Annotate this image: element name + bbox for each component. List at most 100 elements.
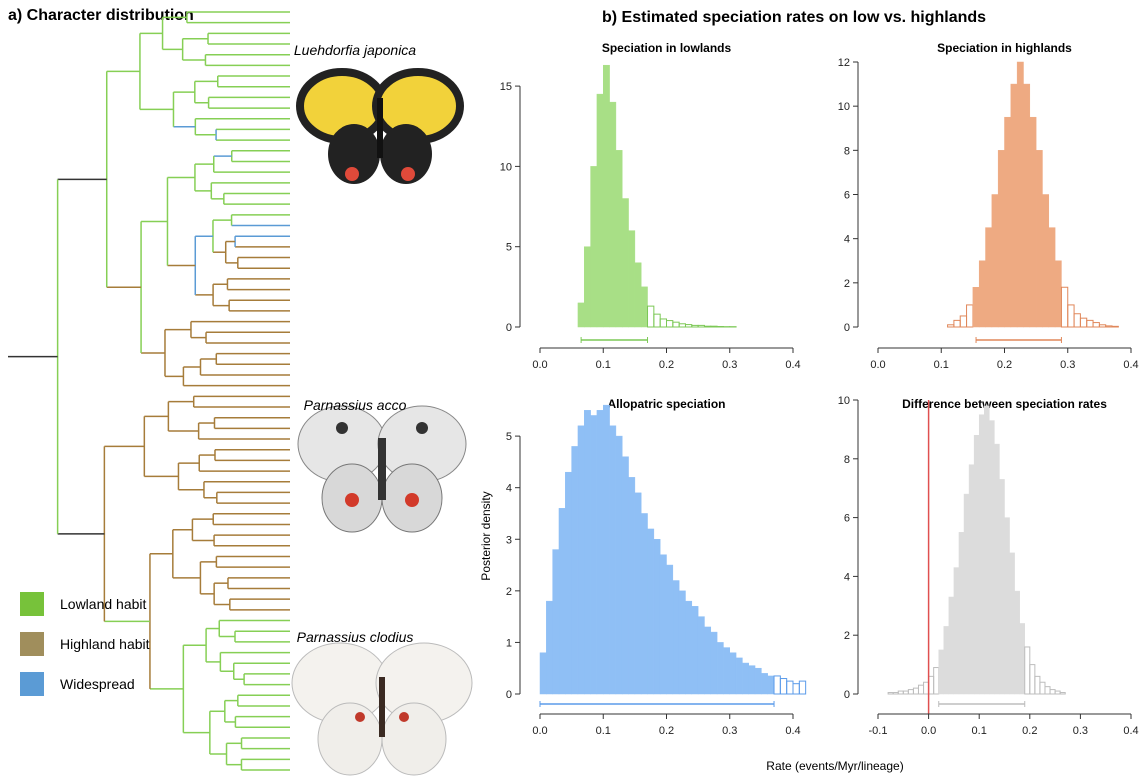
histogram-bar [1050, 690, 1055, 694]
y-tick-label: 2 [844, 278, 850, 290]
histogram-bar [654, 314, 660, 327]
histogram-bar [660, 555, 666, 694]
spot [416, 422, 428, 434]
y-tick-label: 4 [844, 234, 850, 246]
histogram-bar [768, 676, 774, 694]
legend-swatch [20, 632, 44, 656]
histogram-bar [692, 325, 698, 327]
spot [345, 167, 359, 181]
histogram-bar [986, 228, 992, 327]
histogram-bar [1036, 150, 1042, 327]
histogram-bar [929, 676, 934, 694]
histogram-bar [578, 303, 584, 327]
histogram-bar [1010, 553, 1015, 694]
x-tick-label: 0.3 [722, 725, 737, 737]
histogram-bar [998, 150, 1004, 327]
histogram-bar [730, 653, 736, 694]
histogram-bar [679, 324, 685, 327]
histogram-bar [597, 410, 603, 694]
histogram-bar [1045, 687, 1050, 694]
histogram-bar [1106, 326, 1112, 327]
y-tick-label: 6 [844, 513, 850, 525]
species-label: Parnassius clodius [297, 629, 414, 645]
histogram-bar [1017, 62, 1023, 327]
histogram-bar [603, 405, 609, 694]
histogram-bar [954, 568, 959, 694]
y-tick-label: 0 [506, 322, 512, 334]
histogram-bar [1023, 84, 1029, 327]
histogram-bar [610, 102, 616, 327]
histogram-bar [979, 415, 984, 694]
spot [345, 493, 359, 507]
y-tick-label: 10 [838, 395, 850, 407]
y-tick-label: 2 [506, 586, 512, 598]
x-tick-label: 0.0 [921, 725, 936, 737]
histogram-bar [685, 601, 691, 694]
histogram-bar [578, 426, 584, 694]
x-tick-label: 0.1 [934, 359, 949, 371]
y-tick-label: 15 [500, 81, 512, 93]
histogram-bar [948, 325, 954, 327]
histogram-bar [918, 685, 923, 694]
histogram-bar [780, 679, 786, 694]
histogram-bar [1035, 676, 1040, 694]
y-tick-label: 2 [844, 630, 850, 642]
y-tick-label: 4 [506, 483, 512, 495]
histogram-bar [964, 494, 969, 694]
x-tick-label: 0.4 [785, 725, 800, 737]
histogram-bar [913, 688, 918, 694]
y-tick-label: 3 [506, 534, 512, 546]
histogram-bar [616, 150, 622, 327]
histogram-bar [711, 632, 717, 694]
x-tick-label: 0.2 [1022, 725, 1037, 737]
y-axis-title: Posterior density [479, 491, 493, 580]
histogram-bar [736, 658, 742, 694]
histogram-bar [679, 591, 685, 694]
histogram-bar [546, 601, 552, 694]
butterfly [292, 643, 472, 775]
histogram-bar [591, 415, 597, 694]
histogram-bar [994, 444, 999, 694]
histogram-bar [969, 465, 974, 694]
chart-title: Difference between speciation rates [902, 397, 1107, 411]
y-tick-label: 12 [838, 57, 850, 69]
histogram-bar [704, 326, 710, 327]
histogram-bar [622, 199, 628, 327]
histogram-bar [799, 681, 805, 694]
histogram-bar [572, 446, 578, 694]
histogram-bar [711, 326, 717, 327]
histogram-bar [793, 684, 799, 694]
histogram-bar [692, 606, 698, 694]
x-tick-label: 0.1 [972, 725, 987, 737]
x-tick-label: 0.2 [659, 725, 674, 737]
x-tick-label: 0.4 [1123, 725, 1138, 737]
histogram-bar [667, 565, 673, 694]
histogram-bar [1030, 665, 1035, 694]
butterfly [298, 406, 466, 532]
y-tick-label: 6 [844, 190, 850, 202]
y-tick-label: 5 [506, 242, 512, 254]
histogram-bar [704, 627, 710, 694]
histogram-bar [1015, 591, 1020, 694]
histogram-bar [992, 195, 998, 328]
x-tick-label: 0.4 [1123, 359, 1138, 371]
histogram-bar [1055, 691, 1060, 694]
species-label: Luehdorfia japonica [294, 42, 416, 58]
x-tick-label: 0.3 [722, 359, 737, 371]
x-tick-label: 0.4 [785, 359, 800, 371]
histogram-bar [774, 676, 780, 694]
histogram-bar [967, 305, 973, 327]
histogram-bar [960, 316, 966, 327]
histogram-bar [888, 693, 893, 694]
histogram-bar [984, 406, 989, 694]
histogram-bar [999, 479, 1004, 694]
histogram-bar [591, 166, 597, 327]
histogram-bar [939, 650, 944, 694]
histogram-bar [648, 529, 654, 694]
chart-title: Speciation in lowlands [602, 41, 732, 55]
histogram-bar [1112, 326, 1118, 327]
histogram-bar [584, 410, 590, 694]
histogram-bar [584, 247, 590, 327]
y-tick-label: 10 [838, 101, 850, 113]
histogram-bar [944, 626, 949, 694]
